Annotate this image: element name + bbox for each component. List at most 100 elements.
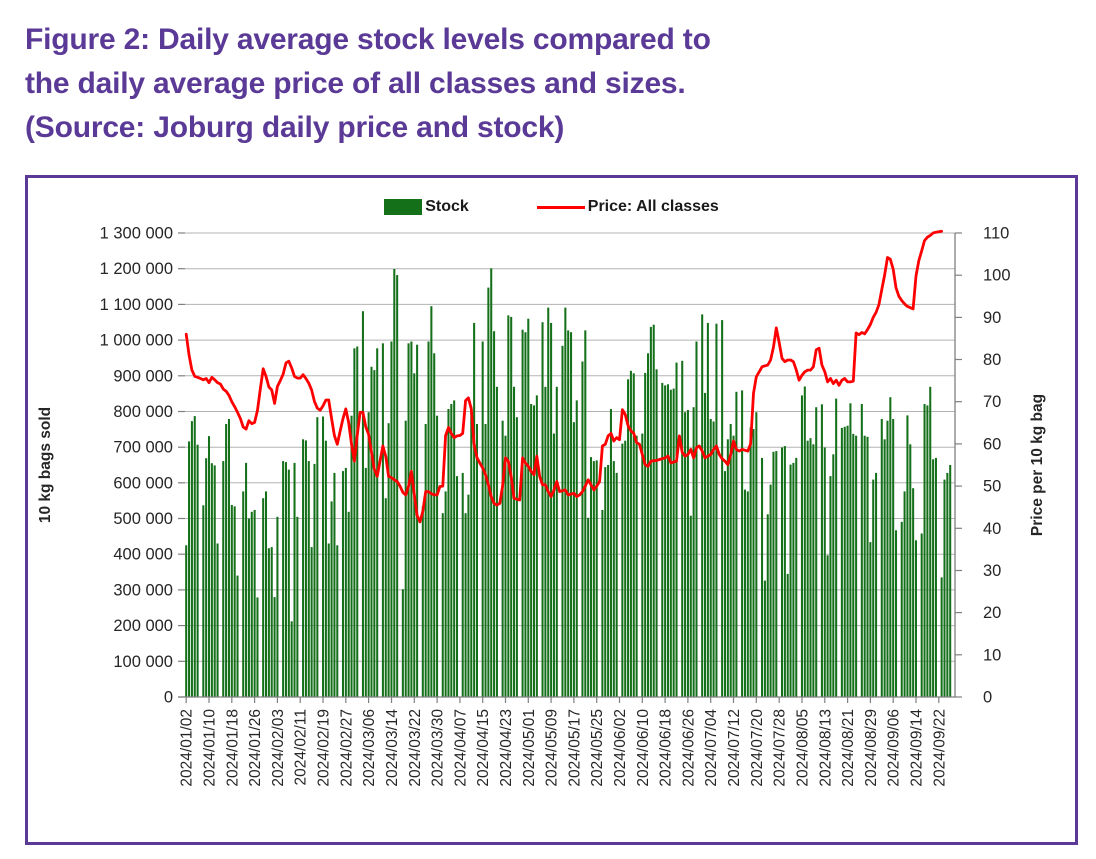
stock-bar [681, 360, 684, 697]
stock-bar [185, 545, 188, 697]
stock-bar [344, 467, 347, 697]
stock-bar [855, 435, 858, 697]
stock-bar [863, 435, 866, 697]
stock-bar [909, 444, 912, 697]
stock-bar [860, 404, 863, 697]
stock-bar [364, 467, 367, 697]
stock-bar [644, 372, 647, 697]
y-right-tick-label: 80 [983, 351, 1001, 369]
stock-bar [247, 518, 250, 697]
stock-bar [912, 488, 915, 697]
stock-bar [490, 268, 493, 697]
stock-bar [401, 589, 404, 697]
y-left-tick-label: 100 000 [113, 653, 173, 671]
stock-bar [704, 392, 707, 697]
x-tick-label: 2024/05/01 [521, 709, 538, 787]
stock-bar [322, 416, 325, 697]
y-left-tick-label: 800 000 [113, 403, 173, 421]
stock-bar [550, 322, 553, 697]
stock-bar [629, 370, 632, 697]
stock-bar [264, 491, 268, 697]
stock-bar [302, 439, 305, 697]
stock-bar [721, 320, 724, 697]
stock-bar [193, 416, 196, 697]
stock-bar [755, 412, 758, 697]
stock-bar [481, 341, 484, 697]
stock-bar [376, 348, 379, 697]
stock-bar [404, 420, 407, 697]
stock-bar [589, 457, 593, 697]
y-left-tick-label: 600 000 [113, 474, 173, 492]
chart-legend: Stock Price: All classes [28, 198, 1075, 216]
stock-bar [835, 398, 838, 697]
stock-bar [763, 580, 766, 697]
stock-bar [324, 440, 327, 697]
stock-bar [675, 362, 678, 697]
stock-bar [207, 436, 211, 697]
stock-bar [336, 545, 339, 697]
stock-bar [826, 555, 829, 697]
stock-bar [934, 457, 937, 697]
stock-bar [390, 341, 393, 697]
stock-bar [225, 424, 228, 697]
stock-bar [524, 332, 527, 697]
stock-bar [455, 476, 459, 697]
stock-bar [929, 386, 932, 697]
stock-bar [427, 341, 430, 697]
stock-bar [592, 461, 595, 697]
stock-bar [493, 331, 496, 697]
stock-bar [892, 419, 895, 697]
stock-bar [832, 454, 835, 697]
stock-bar [741, 390, 744, 697]
stock-bar [245, 462, 248, 697]
legend-price-label: Price: All classes [587, 198, 719, 215]
y-left-tick-label: 400 000 [113, 546, 173, 564]
stock-bar [361, 311, 364, 697]
stock-bar [541, 322, 544, 697]
stock-bar [669, 389, 672, 697]
stock-bar [441, 513, 444, 697]
x-tick-label: 2024/01/02 [179, 709, 196, 787]
stock-bar [416, 344, 419, 697]
x-tick-label: 2024/04/07 [452, 709, 469, 787]
stock-bar [641, 433, 644, 697]
x-tick-label: 2024/09/22 [931, 709, 948, 787]
y-left-tick-label: 1 100 000 [100, 296, 173, 314]
y-right-tick-label: 0 [983, 689, 992, 707]
stock-bar [270, 547, 273, 697]
stock-bar [666, 384, 669, 697]
stock-bar [407, 343, 410, 697]
stock-bar [222, 461, 225, 697]
stock-bar [356, 346, 359, 697]
x-tick-label: 2024/08/21 [840, 709, 857, 787]
stock-bar [236, 575, 239, 697]
stock-bar [880, 419, 883, 697]
legend-stock-label: Stock [425, 198, 469, 215]
stock-bar [433, 353, 436, 697]
stock-bar [310, 547, 313, 697]
y-right-tick-label: 40 [983, 520, 1001, 538]
x-tick-label: 2024/02/27 [338, 709, 355, 787]
stock-bar [290, 621, 293, 697]
stock-bar [213, 465, 216, 697]
stock-bar [609, 409, 612, 697]
stock-bar [624, 440, 627, 697]
stock-bar [587, 517, 590, 697]
y-left-tick-label: 700 000 [113, 439, 173, 457]
stock-bar [635, 435, 638, 697]
price-line-swatch-icon [536, 205, 585, 209]
stock-bar [188, 441, 191, 697]
x-tick-label: 2024/06/02 [612, 709, 629, 787]
x-tick-label: 2024/08/29 [863, 709, 880, 787]
x-tick-label: 2024/07/04 [703, 709, 720, 787]
stock-bar [729, 424, 732, 697]
stock-bar [384, 498, 387, 697]
stock-bar [923, 404, 926, 697]
stock-bar [495, 386, 498, 697]
stock-bar [900, 521, 903, 697]
stock-bar [701, 314, 704, 697]
stock-bar [470, 406, 473, 697]
x-tick-label: 2024/06/26 [680, 709, 697, 787]
stock-bar [940, 577, 943, 697]
stock-bar [886, 420, 889, 697]
